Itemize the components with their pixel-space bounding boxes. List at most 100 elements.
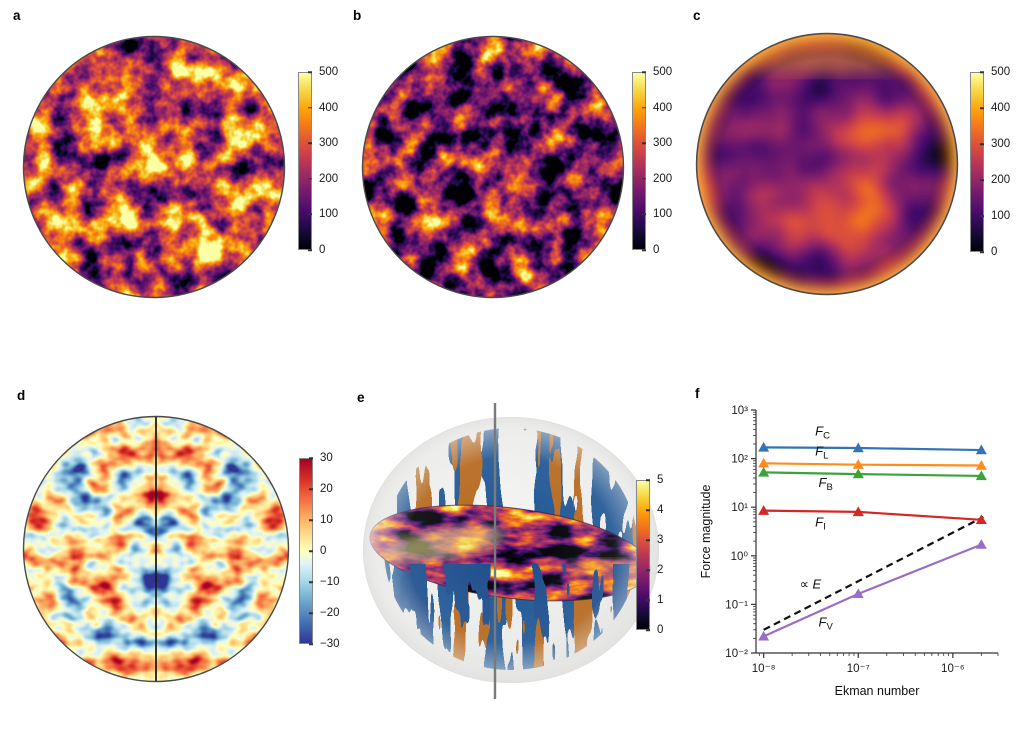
- force-balance-chart: 10⁻⁸ 10⁻⁷ 10⁻⁶ 10³ 10² 10¹ 10⁰ 10⁻¹ 10⁻² FC FL FB FI…: [700, 405, 999, 698]
- colorbar-tick-label: 100: [319, 208, 339, 221]
- colorbar-tick-label: 0: [319, 244, 326, 256]
- colorbar-tick-label: 5: [657, 474, 664, 486]
- colorbar-tick-label: 300: [653, 137, 673, 150]
- marker-F_L: [758, 457, 770, 468]
- panel-b-colorbar-gradient: [632, 72, 646, 250]
- colorbar-tick-label: 200: [319, 172, 339, 185]
- colorbar-tick-mark: [309, 612, 313, 614]
- panel-d-meridional-map: [22, 415, 290, 683]
- panel-c-colorbar-ticks: 500 400 300 200 100 0: [980, 66, 1022, 258]
- y-tick-label: 10¹: [731, 502, 748, 514]
- colorbar-tick-mark: [646, 539, 650, 541]
- colorbar-tick-label: 4: [657, 504, 664, 516]
- reference-line-propto-E: [763, 515, 984, 631]
- panel-c-label: c: [693, 8, 701, 23]
- panel-a-field-map: [22, 35, 286, 299]
- colorbar-tick-label: −30: [320, 638, 340, 650]
- marker-F_C: [852, 442, 864, 453]
- colorbar-tick-label: 0: [320, 545, 327, 557]
- colorbar-tick-label: 400: [991, 102, 1011, 114]
- panel-e-colorbar-gradient: [636, 480, 650, 630]
- panel-c-colorbar: 500 400 300 200 100 0: [970, 66, 1022, 258]
- colorbar-tick-label: 10: [320, 514, 333, 526]
- x-tick-label: 10⁻⁷: [847, 663, 870, 675]
- colorbar-tick-mark: [308, 142, 312, 144]
- colorbar-tick-label: 0: [657, 624, 664, 636]
- colorbar-tick-mark: [309, 643, 313, 645]
- colorbar-tick-mark: [646, 479, 650, 481]
- y-tick-label: 10⁻¹: [725, 599, 748, 611]
- x-tick-label: 10⁻⁸: [752, 663, 776, 675]
- marker-F_B: [758, 466, 770, 477]
- marker-F_C: [975, 444, 987, 455]
- x-tick-label: 10⁻⁶: [941, 663, 965, 675]
- series-line-F_B: [763, 471, 982, 478]
- marker-F_V: [852, 588, 864, 599]
- panel-d-colorbar-ticks: 30 20 10 0 −10 −20 −30: [309, 452, 351, 650]
- colorbar-tick-label: −10: [320, 576, 340, 588]
- colorbar-tick-mark: [308, 71, 312, 73]
- colorbar-tick-label: 30: [320, 452, 333, 464]
- y-axis-title: Force magnitude: [700, 485, 713, 579]
- panel-b-field-map: [361, 35, 625, 299]
- colorbar-tick-label: 500: [319, 66, 339, 78]
- colorbar-tick-label: 0: [991, 246, 998, 258]
- colorbar-tick-mark: [646, 569, 650, 571]
- colorbar-tick-mark: [309, 550, 313, 552]
- panel-e-colorbar-ticks: 5 4 3 2 1 0: [646, 474, 688, 636]
- colorbar-tick-label: 400: [653, 101, 673, 114]
- colorbar-tick-label: 1: [657, 594, 664, 606]
- colorbar-tick-mark: [308, 106, 312, 109]
- reference-line-label: ∝ E: [800, 577, 822, 592]
- colorbar-tick-mark: [980, 251, 984, 253]
- colorbar-tick-label: 20: [320, 483, 333, 495]
- colorbar-tick-label: 100: [991, 210, 1011, 222]
- series-line-F_V: [763, 543, 982, 638]
- colorbar-tick-mark: [642, 106, 646, 109]
- panel-a-label: a: [13, 8, 21, 23]
- colorbar-tick-mark: [646, 629, 650, 631]
- colorbar-tick-label: 200: [653, 172, 673, 185]
- colorbar-tick-mark: [646, 509, 650, 511]
- colorbar-tick-mark: [642, 249, 646, 251]
- marker-F_B: [852, 468, 864, 479]
- marker-F_V: [975, 539, 987, 549]
- colorbar-tick-mark: [980, 143, 984, 145]
- panel-d-label: d: [17, 388, 26, 403]
- colorbar-tick-label: 0: [653, 244, 660, 256]
- panel-e-vorticity-isosurface-3d: [363, 403, 659, 699]
- marker-F_L: [975, 460, 987, 470]
- series-label-F_V: FV: [819, 615, 834, 633]
- colorbar-tick-label: 400: [319, 101, 339, 114]
- y-tick-label: 10³: [731, 405, 748, 417]
- marker-F_I: [975, 514, 987, 525]
- panel-c-colorbar-gradient: [970, 72, 984, 252]
- colorbar-tick-mark: [309, 488, 313, 490]
- colorbar-tick-mark: [308, 213, 312, 216]
- panel-a-colorbar: 500 400 300 200 100 0: [298, 66, 350, 256]
- series-label-F_C: FC: [815, 423, 830, 441]
- series-line-F_L: [763, 462, 982, 467]
- colorbar-tick-label: 200: [991, 174, 1011, 186]
- series-label-F_B: FB: [819, 475, 833, 493]
- panel-b-label: b: [353, 8, 362, 23]
- colorbar-tick-mark: [308, 249, 312, 251]
- panel-c-field-map: [695, 32, 959, 296]
- colorbar-tick-mark: [646, 599, 650, 601]
- panel-e-colorbar: 5 4 3 2 1 0: [636, 474, 688, 636]
- colorbar-tick-label: 3: [657, 534, 664, 546]
- colorbar-tick-label: 300: [991, 138, 1011, 150]
- colorbar-tick-label: 300: [319, 137, 339, 150]
- colorbar-tick-mark: [308, 178, 312, 180]
- panel-a-colorbar-gradient: [298, 72, 312, 250]
- marker-F_I: [852, 506, 864, 517]
- colorbar-tick-label: 500: [991, 66, 1011, 78]
- sphere-translucency: [363, 417, 659, 683]
- series-line-F_C: [763, 446, 982, 452]
- colorbar-tick-label: 100: [653, 208, 673, 221]
- colorbar-tick-mark: [309, 457, 313, 459]
- colorbar-tick-mark: [642, 178, 646, 180]
- colorbar-tick-mark: [642, 213, 646, 216]
- colorbar-tick-mark: [980, 179, 984, 181]
